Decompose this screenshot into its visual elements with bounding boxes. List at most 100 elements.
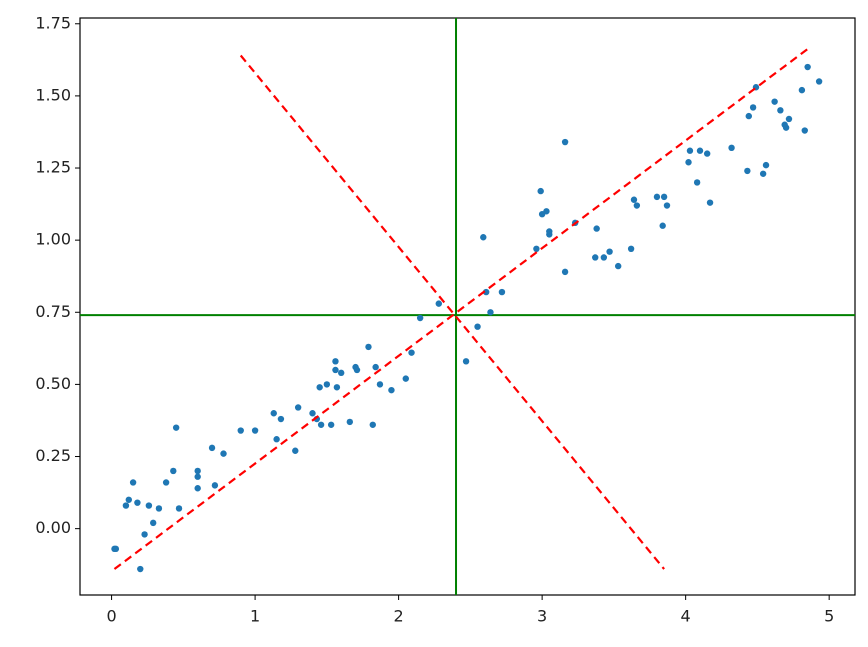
point xyxy=(561,138,569,146)
point xyxy=(703,150,711,157)
y-tick-label: 0.75 xyxy=(35,302,71,321)
point xyxy=(482,288,490,296)
point xyxy=(592,254,599,261)
point xyxy=(145,502,153,509)
point xyxy=(162,479,170,486)
point xyxy=(745,112,752,120)
point xyxy=(804,63,811,71)
point xyxy=(815,78,823,85)
point xyxy=(762,161,770,169)
point xyxy=(338,369,345,377)
y-tick-label: 1.25 xyxy=(35,158,71,177)
point xyxy=(208,444,216,452)
x-tick-label: 3 xyxy=(537,607,547,626)
x-tick-label: 5 xyxy=(824,607,834,626)
point xyxy=(759,170,767,177)
point xyxy=(659,222,666,229)
point xyxy=(627,245,635,252)
point xyxy=(141,531,148,538)
point xyxy=(194,473,201,480)
point xyxy=(332,358,339,365)
point xyxy=(801,127,808,134)
point xyxy=(327,421,335,428)
point xyxy=(782,124,790,131)
x-tick-label: 0 xyxy=(106,607,116,626)
point xyxy=(653,193,661,201)
point xyxy=(134,499,141,506)
fit-line xyxy=(239,54,665,570)
y-tick-label: 0.00 xyxy=(35,518,71,537)
point xyxy=(633,202,641,209)
y-tick-label: 1.00 xyxy=(35,230,71,249)
point xyxy=(237,427,244,434)
point xyxy=(137,565,144,573)
point xyxy=(606,248,613,255)
point xyxy=(270,410,277,417)
point xyxy=(316,384,323,391)
point xyxy=(365,343,372,351)
point xyxy=(211,482,219,489)
point xyxy=(771,98,778,105)
point xyxy=(706,199,714,206)
point xyxy=(175,505,183,512)
point xyxy=(630,196,638,203)
y-tick-label: 0.50 xyxy=(35,374,71,393)
point xyxy=(728,144,735,152)
point xyxy=(125,496,132,503)
x-tick-label: 2 xyxy=(394,607,404,626)
x-tick-label: 1 xyxy=(250,607,260,626)
point xyxy=(543,208,550,215)
point xyxy=(129,479,137,486)
point xyxy=(346,418,354,426)
point xyxy=(170,467,177,475)
point xyxy=(292,447,299,454)
point xyxy=(533,245,540,252)
point xyxy=(798,86,806,94)
point xyxy=(376,381,384,388)
point xyxy=(663,202,671,209)
x-tick-label: 4 xyxy=(681,607,691,626)
point xyxy=(593,225,600,232)
point xyxy=(155,505,163,512)
y-tick-label: 1.50 xyxy=(35,85,71,104)
point xyxy=(614,262,622,270)
point xyxy=(273,436,280,443)
point xyxy=(408,349,415,356)
point xyxy=(251,427,259,434)
point xyxy=(372,363,379,371)
point xyxy=(685,159,692,166)
point xyxy=(333,384,341,391)
plot-frame xyxy=(79,17,856,596)
point xyxy=(435,300,442,307)
point xyxy=(112,545,120,553)
point xyxy=(317,421,325,428)
point xyxy=(480,234,487,241)
point xyxy=(546,228,553,235)
point xyxy=(686,147,694,154)
point xyxy=(498,288,506,296)
point xyxy=(462,358,470,365)
point xyxy=(474,323,481,330)
point xyxy=(323,381,331,388)
point xyxy=(294,404,302,411)
fit-line xyxy=(113,45,812,570)
point xyxy=(220,450,227,457)
point xyxy=(332,366,339,374)
point xyxy=(309,410,316,417)
point xyxy=(388,386,395,394)
point xyxy=(194,485,201,492)
point xyxy=(777,107,784,114)
point xyxy=(749,104,757,111)
point xyxy=(537,187,544,195)
y-tick-label: 1.75 xyxy=(35,13,71,32)
point xyxy=(402,375,409,382)
point xyxy=(696,147,704,154)
point xyxy=(149,519,157,527)
point xyxy=(194,467,201,475)
point xyxy=(660,193,668,201)
point xyxy=(122,502,130,509)
point xyxy=(600,254,608,261)
point xyxy=(785,115,793,123)
point xyxy=(416,314,424,322)
